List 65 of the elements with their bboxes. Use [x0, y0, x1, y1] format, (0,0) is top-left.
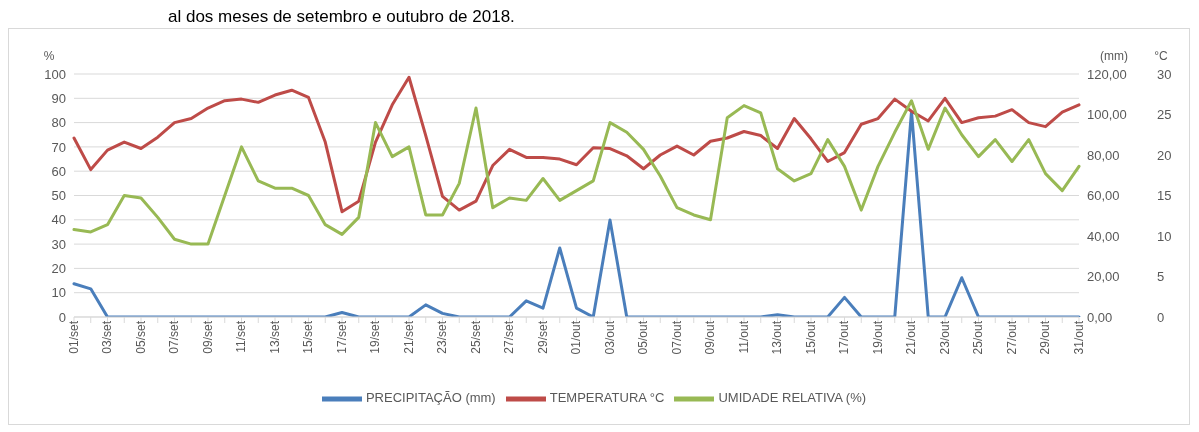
y-tick-label: 0 — [58, 309, 66, 325]
x-tick-label: 27/set — [502, 320, 517, 354]
x-tick-label: 27/out — [1004, 320, 1019, 355]
legend-label: UMIDADE RELATIVA (%) — [718, 390, 867, 406]
legend-label: PRECIPITAÇÃO (mm) — [365, 390, 496, 406]
line-series — [72, 75, 1081, 214]
y2-tick-label: 0,00 — [1087, 309, 1113, 325]
y2-axis-title: (mm) — [1100, 49, 1128, 63]
x-tick-label: 01/out — [569, 320, 584, 355]
x-tick-label: 07/set — [167, 320, 182, 354]
y2-tick-label: 120,00 — [1087, 66, 1127, 82]
y-tick-label: 90 — [51, 90, 66, 106]
y3-tick-label: 15 — [1157, 188, 1172, 204]
x-tick-label: 19/out — [870, 320, 885, 355]
y2-tick-label: 100,00 — [1087, 107, 1127, 123]
y3-tick-label: 20 — [1157, 147, 1172, 163]
x-tick-label: 05/out — [636, 320, 651, 355]
y-tick-label: 60 — [51, 163, 66, 179]
x-tick-label: 05/set — [133, 320, 148, 354]
y-tick-label: 100 — [44, 66, 66, 82]
y3-tick-label: 25 — [1157, 107, 1172, 123]
x-tick-label: 23/out — [937, 320, 952, 355]
y-tick-label: 30 — [51, 236, 66, 252]
x-tick-label: 21/set — [401, 320, 416, 354]
x-tick-label: 03/set — [100, 320, 115, 354]
x-tick-label: 25/set — [468, 320, 483, 354]
x-tick-label: 21/out — [904, 320, 919, 355]
x-tick-label: 17/set — [334, 320, 349, 354]
x-tick-label: 15/out — [803, 320, 818, 355]
x-tick-label: 01/set — [66, 320, 81, 354]
x-tick-label: 31/out — [1071, 320, 1086, 355]
y2-tick-label: 80,00 — [1087, 147, 1120, 163]
y-tick-label: 70 — [51, 139, 66, 155]
y3-tick-label: 5 — [1157, 269, 1165, 285]
x-tick-label: 03/out — [602, 320, 617, 355]
y3-tick-label: 30 — [1157, 66, 1172, 82]
y-tick-label: 80 — [51, 115, 66, 131]
x-tick-label: 13/set — [267, 320, 282, 354]
y3-axis-title: °C — [1154, 49, 1169, 63]
text: al dos meses de setembro e outubro de 2018. — [168, 7, 515, 26]
y-tick-label: 40 — [51, 212, 66, 228]
y2-tick-label: 60,00 — [1087, 188, 1120, 204]
x-tick-label: 11/out — [736, 320, 751, 354]
y2-tick-label: 40,00 — [1087, 228, 1120, 244]
y3-tick-label: 0 — [1157, 309, 1165, 325]
x-tick-label: 09/out — [703, 320, 718, 355]
y-tick-label: 50 — [51, 188, 66, 204]
x-tick-label: 17/out — [837, 320, 852, 355]
legend-label: TEMPERATURA °C — [549, 390, 665, 406]
x-tick-label: 23/set — [435, 320, 450, 354]
line-series — [72, 99, 1081, 246]
x-tick-label: 19/set — [368, 320, 383, 354]
x-tick-label: 11/set — [234, 320, 249, 353]
x-tick-label: 13/out — [770, 320, 785, 355]
x-tick-label: 09/set — [200, 320, 215, 354]
x-tick-label: 29/out — [1038, 320, 1053, 355]
x-tick-label: 29/set — [535, 320, 550, 354]
y-axis-title: % — [43, 49, 55, 63]
y-tick-label: 10 — [51, 285, 66, 301]
x-tick-label: 07/out — [669, 320, 684, 355]
x-tick-label: 25/out — [971, 320, 986, 355]
y-tick-label: 20 — [51, 261, 66, 277]
y3-tick-label: 10 — [1157, 228, 1172, 244]
y2-tick-label: 20,00 — [1087, 269, 1120, 285]
x-tick-label: 15/set — [301, 320, 316, 354]
